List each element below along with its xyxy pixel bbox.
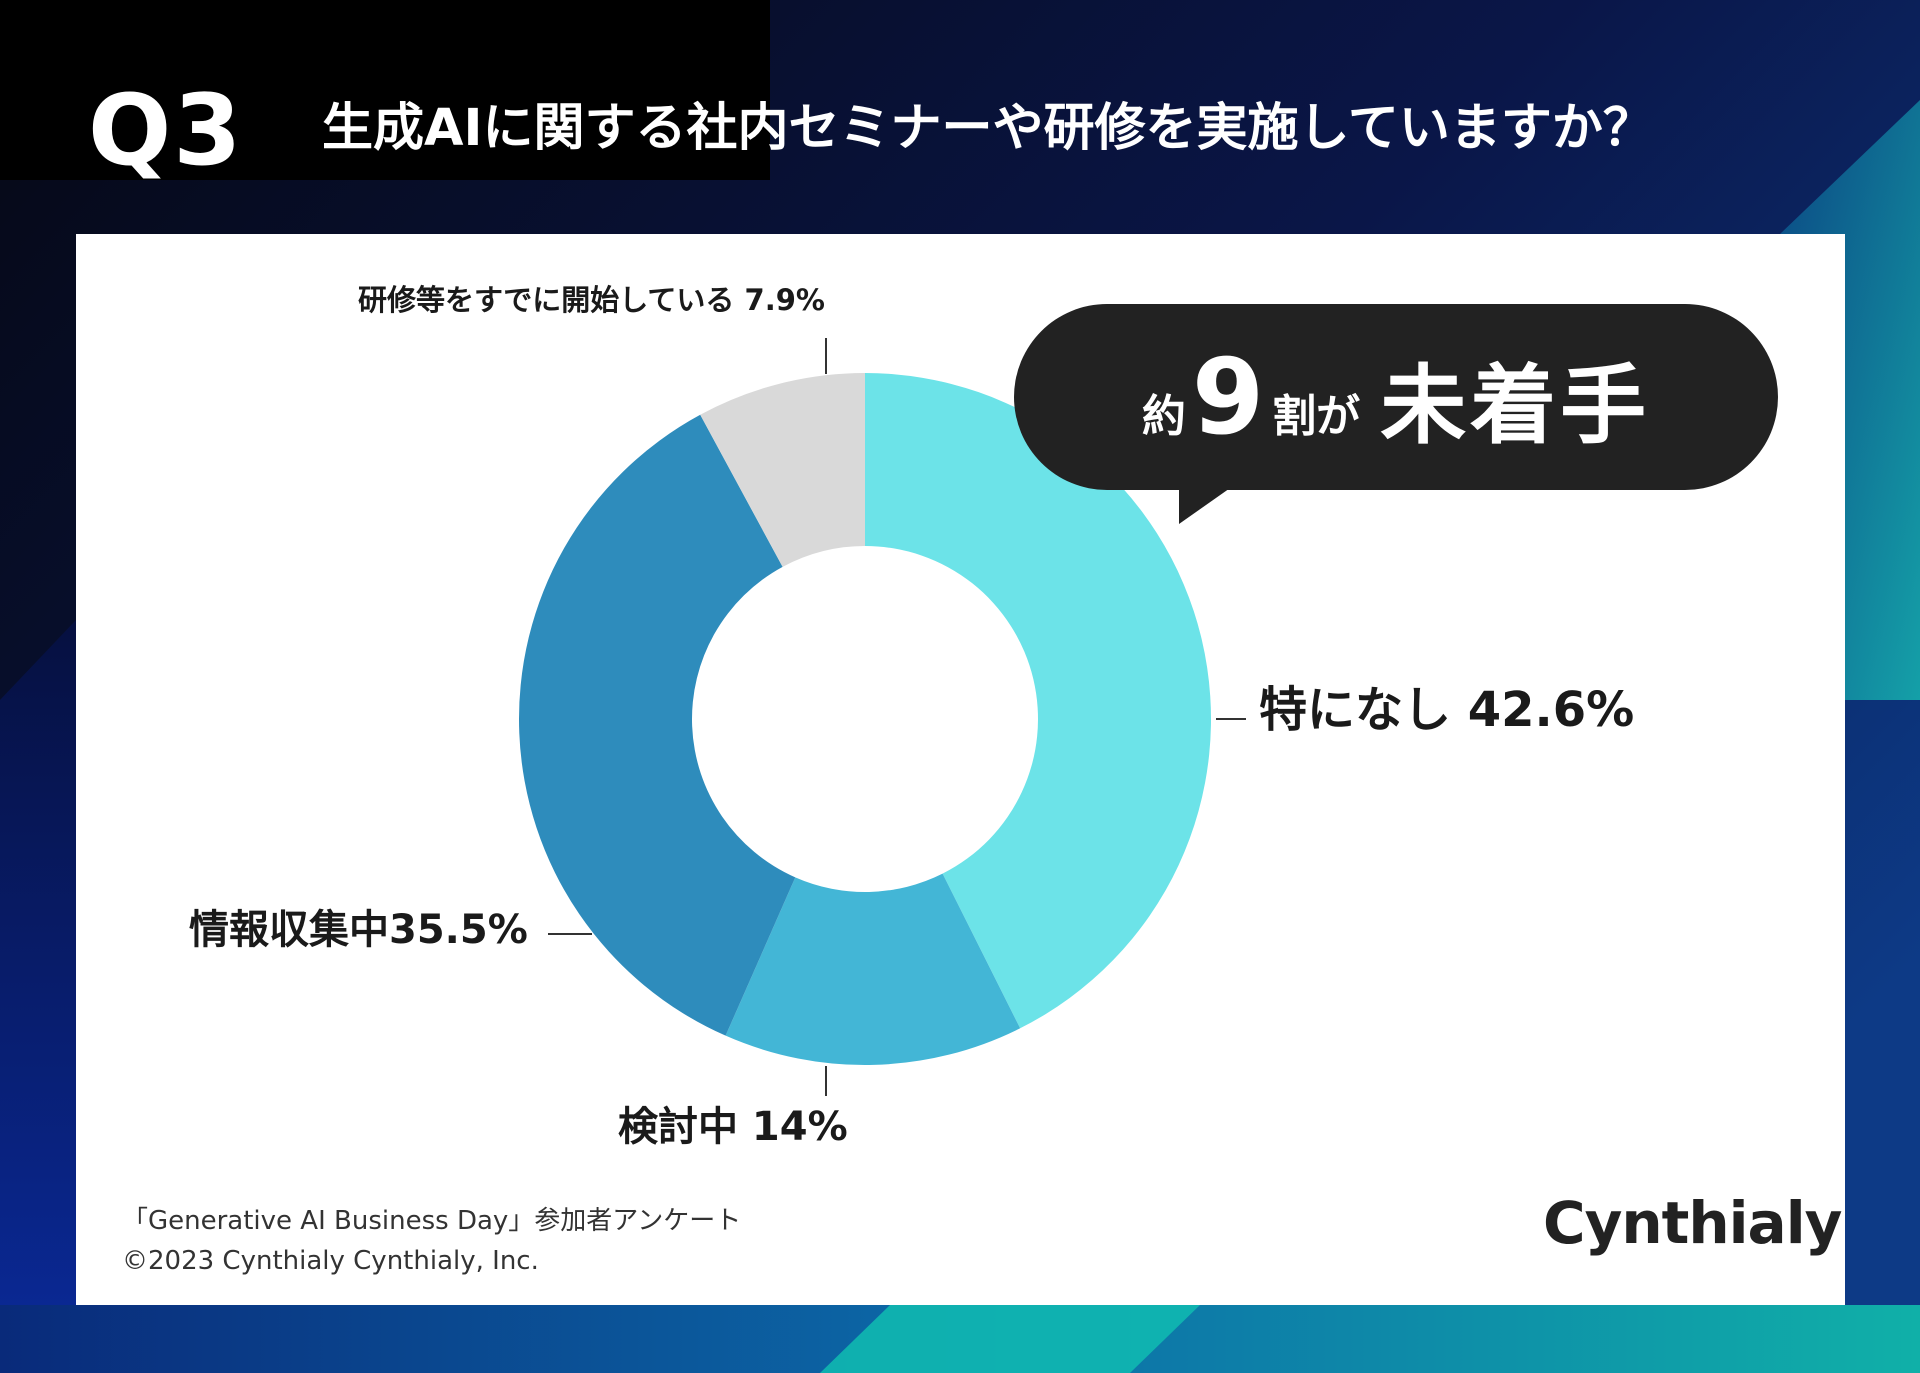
source-note: 「Generative AI Business Day」参加者アンケート ©20… [122, 1201, 741, 1282]
callout-suffix: 割が [1272, 391, 1361, 442]
question-title: 生成AIに関する社内セミナーや研修を実施していますか？ [322, 99, 1654, 158]
label-none: 特になし 42.6% [1259, 682, 1635, 738]
label-considering: 検討中 14% [618, 1104, 848, 1150]
slice-training-started [700, 373, 865, 567]
source-line-2: ©2023 Cynthialy Cynthialy, Inc. [122, 1246, 539, 1277]
label-info-gathering: 情報収集中35.5% [189, 907, 528, 953]
donut-chart [518, 338, 1246, 1096]
chart-panel: 研修等をすでに開始している 7.9% 特になし 42.6% 情報収集中35.5%… [76, 234, 1845, 1305]
callout-text: 約 9 割が 未着手 [1014, 304, 1778, 490]
slice-info-gathering [518, 414, 796, 1036]
callout-prefix: 約 [1141, 391, 1186, 442]
label-training-started: 研修等をすでに開始している 7.9% [358, 283, 825, 317]
cynthialy-logo: Cynthialy [1543, 1189, 1842, 1257]
question-number: Q3 [88, 74, 244, 188]
slice-none [865, 373, 1211, 1029]
callout-main: 未着手 [1380, 355, 1651, 456]
callout-bubble: 約 9 割が 未着手 [1014, 304, 1778, 490]
callout-number: 9 [1191, 336, 1265, 458]
callout-tail [1179, 486, 1233, 524]
slice-considering [725, 873, 1021, 1065]
source-line-1: 「Generative AI Business Day」参加者アンケート [122, 1206, 742, 1236]
